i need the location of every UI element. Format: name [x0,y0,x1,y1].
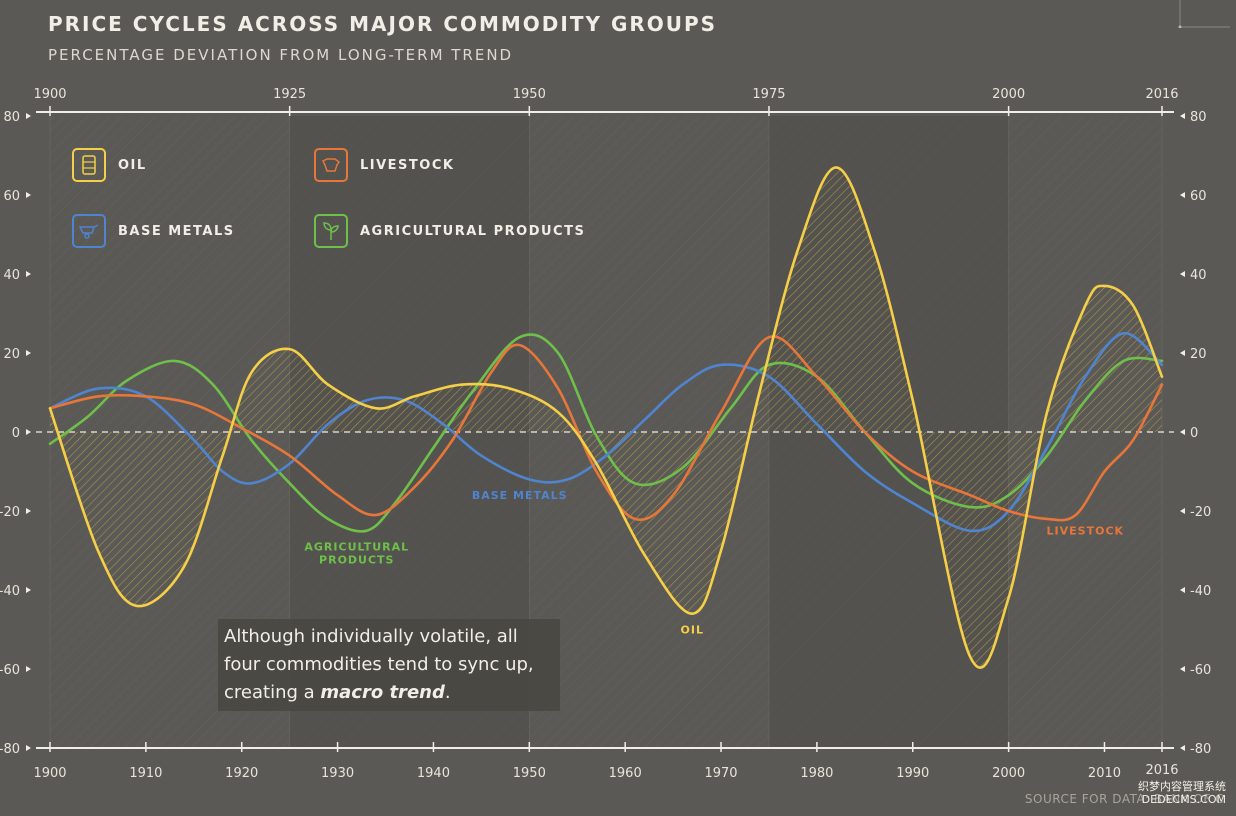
top-tick-label: 1925 [273,87,306,102]
right-y-tick-marker [1180,113,1185,119]
bottom-tick-label: 1900 [33,766,66,781]
legend-label-oil: OIL [118,157,147,173]
right-y-tick-label: -80 [1190,742,1211,757]
series-label-agri: PRODUCTS [319,554,394,567]
right-y-tick-label: -40 [1190,584,1211,599]
right-y-tick-label: 40 [1190,268,1207,283]
bottom-tick-label: 1940 [417,766,450,781]
series-line-oil [48,166,1164,669]
left-y-tick-label: 80 [3,110,20,125]
callout-line-3-text: creating a [224,682,321,703]
top-tick-label: 1950 [513,87,546,102]
bottom-tick-label: 2000 [992,766,1025,781]
series-label-agri: AGRICULTURAL [304,541,409,554]
left-y-tick-label: -40 [0,584,20,599]
plant-icon [314,214,348,248]
series-line-agri [48,333,1164,533]
top-tick-label: 2000 [992,87,1025,102]
callout-line-3: creating a macro trend. [224,679,554,707]
top-tick-label: 2016 [1145,87,1178,102]
top-tick-label: 1975 [752,87,785,102]
right-y-tick-marker [1180,429,1185,435]
legend-label-livestock: LIVESTOCK [360,157,455,173]
right-y-tick-marker [1180,192,1185,198]
source-note: SOURCE FOR DATA: BANK OF C [1024,792,1224,806]
cow-icon [314,148,348,182]
oil-hatched-area [50,167,1162,668]
series-label-oil: OIL [681,623,704,636]
top-tick-label: 1900 [33,87,66,102]
callout-emphasis: macro trend [320,682,445,703]
right-y-tick-label: 60 [1190,189,1207,204]
left-y-tick-label: 60 [3,189,20,204]
left-y-tick-label: -20 [0,505,20,520]
left-y-tick-label: 20 [3,347,20,362]
left-y-tick-marker [26,587,31,593]
callout-line-1: Although individually volatile, all [224,626,518,647]
watermark-line-2: DEDECMS.COM [1141,793,1226,806]
chart-title: PRICE CYCLES ACROSS MAJOR COMMODITY GROU… [48,12,718,36]
chart-subtitle: PERCENTAGE DEVIATION FROM LONG-TERM TREN… [48,46,514,64]
legend-item-livestock: LIVESTOCK [314,148,454,182]
legend-item-base-metals: BASE METALS [72,214,235,248]
left-y-tick-label: 0 [12,426,20,441]
left-y-tick-label: -80 [0,742,20,757]
corner-decoration [1178,0,1230,28]
bottom-tick-label: 1990 [896,766,929,781]
left-y-tick-marker [26,350,31,356]
left-y-tick-marker [26,113,31,119]
bottom-tick-label: 1910 [129,766,162,781]
bottom-tick-label: 1920 [225,766,258,781]
right-y-tick-label: -60 [1190,663,1211,678]
series-labels: OIL LIVESTOCK BASE METALS AGRICULTURALPRODU… [304,489,1125,636]
left-y-tick-marker [26,508,31,514]
legend-item-oil: OIL [72,148,147,182]
series-line-livestock [48,335,1164,522]
right-y-tick-label: 0 [1190,426,1198,441]
right-y-tick-marker [1180,271,1185,277]
callout-line-2: four commodities tend to sync up, [224,654,534,675]
right-y-tick-label: -20 [1190,505,1211,520]
watermark: 织梦内容管理系统 DEDECMS.COM [1138,780,1226,806]
bottom-tick-label: 1980 [800,766,833,781]
left-y-tick-marker [26,271,31,277]
right-y-tick-marker [1180,350,1185,356]
bottom-tick-label: 2010 [1088,766,1121,781]
series-lines [48,166,1164,669]
series-label-base-metals: BASE METALS [472,489,568,502]
right-y-tick-label: 80 [1190,110,1207,125]
wheelbarrow-icon [72,214,106,248]
left-y-tick-marker [26,745,31,751]
series-label-livestock: LIVESTOCK [1047,525,1125,538]
left-y-tick-label: -60 [0,663,20,678]
bottom-tick-label: 1960 [609,766,642,781]
bottom-tick-label: 2016 [1145,763,1178,778]
left-y-tick-marker [26,429,31,435]
oil-area-fill [50,167,1162,668]
legend-item-agricultural-products: AGRICULTURAL PRODUCTS [314,214,585,248]
watermark-line-1: 织梦内容管理系统 [1138,780,1226,793]
right-y-tick-marker [1180,508,1185,514]
legend-label-agricultural-products: AGRICULTURAL PRODUCTS [360,223,586,239]
right-y-tick-marker [1180,587,1185,593]
oil-barrel-icon [72,148,106,182]
bottom-tick-label: 1950 [513,766,546,781]
left-y-tick-marker [26,666,31,672]
callout-annotation: Although individually volatile, all four… [218,619,560,711]
legend-label-base-metals: BASE METALS [118,223,235,239]
callout-period: . [444,682,451,703]
bottom-tick-label: 1930 [321,766,354,781]
right-y-tick-marker [1180,666,1185,672]
left-y-tick-label: 40 [3,268,20,283]
bottom-tick-label: 1970 [704,766,737,781]
right-y-tick-marker [1180,745,1185,751]
left-y-tick-marker [26,192,31,198]
right-y-tick-label: 20 [1190,347,1207,362]
